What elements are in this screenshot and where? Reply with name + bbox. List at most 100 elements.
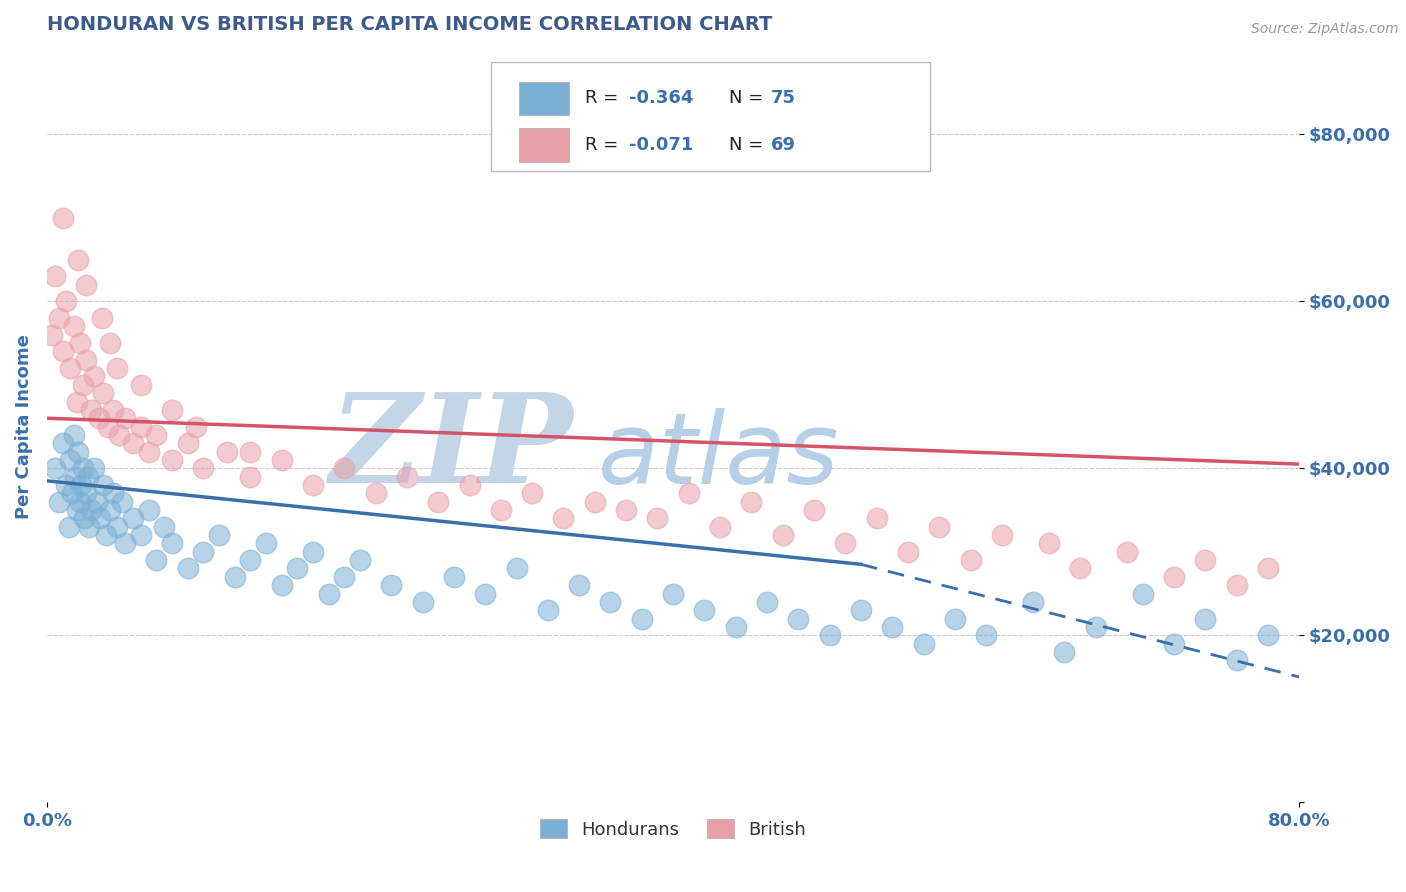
Text: R =: R =: [585, 89, 624, 107]
Point: [630, 611, 652, 625]
Point: [787, 611, 810, 625]
Point: [96, 528, 118, 542]
Legend: Hondurans, British: Hondurans, British: [533, 812, 813, 846]
Text: -0.364: -0.364: [630, 89, 693, 107]
Point: [138, 503, 160, 517]
Point: [443, 570, 465, 584]
Point: [772, 528, 794, 542]
Point: [474, 586, 496, 600]
Point: [1226, 653, 1249, 667]
Text: 75: 75: [770, 89, 796, 107]
Point: [184, 419, 207, 434]
Point: [553, 511, 575, 525]
Point: [489, 503, 512, 517]
Point: [254, 536, 277, 550]
Point: [62, 319, 84, 334]
Point: [51, 344, 73, 359]
Point: [1163, 570, 1185, 584]
Point: [991, 528, 1014, 542]
Point: [740, 494, 762, 508]
Point: [105, 361, 128, 376]
Point: [101, 402, 124, 417]
Point: [145, 428, 167, 442]
Point: [63, 469, 86, 483]
Point: [215, 444, 238, 458]
Point: [138, 444, 160, 458]
Point: [537, 603, 560, 617]
Point: [834, 536, 856, 550]
FancyBboxPatch shape: [519, 82, 569, 115]
Point: [239, 553, 262, 567]
Point: [122, 511, 145, 525]
Point: [647, 511, 669, 525]
Point: [959, 553, 981, 567]
FancyBboxPatch shape: [519, 128, 569, 161]
Point: [97, 419, 120, 434]
Point: [1038, 536, 1060, 550]
Point: [55, 478, 77, 492]
Text: HONDURAN VS BRITISH PER CAPITA INCOME CORRELATION CHART: HONDURAN VS BRITISH PER CAPITA INCOME CO…: [46, 15, 772, 34]
Point: [101, 486, 124, 500]
Point: [302, 478, 325, 492]
Point: [724, 620, 747, 634]
Point: [48, 494, 70, 508]
Point: [86, 494, 108, 508]
Point: [73, 511, 96, 525]
Point: [75, 352, 97, 367]
Point: [302, 545, 325, 559]
Point: [98, 503, 121, 517]
Point: [44, 461, 66, 475]
Point: [756, 595, 779, 609]
Point: [318, 586, 340, 600]
Point: [69, 336, 91, 351]
Point: [60, 486, 83, 500]
Point: [1053, 645, 1076, 659]
Point: [849, 603, 872, 617]
Point: [66, 394, 89, 409]
Point: [193, 461, 215, 475]
Point: [208, 528, 231, 542]
Point: [177, 436, 200, 450]
Point: [70, 478, 93, 492]
Point: [239, 444, 262, 458]
Point: [1069, 561, 1091, 575]
Point: [395, 469, 418, 483]
Point: [75, 277, 97, 292]
Point: [458, 478, 481, 492]
Point: [380, 578, 402, 592]
Point: [83, 369, 105, 384]
Point: [80, 503, 103, 517]
Point: [865, 511, 887, 525]
Point: [270, 578, 292, 592]
Point: [678, 486, 700, 500]
Point: [333, 570, 356, 584]
Point: [48, 311, 70, 326]
Text: N =: N =: [730, 89, 769, 107]
Point: [583, 494, 606, 508]
Point: [239, 469, 262, 483]
Point: [76, 469, 98, 483]
Y-axis label: Per Capita Income: Per Capita Income: [15, 334, 32, 519]
Point: [1194, 611, 1216, 625]
Point: [129, 528, 152, 542]
Point: [193, 545, 215, 559]
Point: [349, 553, 371, 567]
Point: [160, 402, 183, 417]
Point: [77, 520, 100, 534]
Point: [160, 453, 183, 467]
Point: [87, 411, 110, 425]
Point: [1226, 578, 1249, 592]
Point: [114, 411, 136, 425]
Text: R =: R =: [585, 136, 624, 154]
Point: [145, 553, 167, 567]
Point: [105, 520, 128, 534]
Point: [1132, 586, 1154, 600]
Point: [51, 211, 73, 225]
Text: Source: ZipAtlas.com: Source: ZipAtlas.com: [1251, 22, 1399, 37]
Text: -0.071: -0.071: [630, 136, 693, 154]
Point: [818, 628, 841, 642]
Point: [75, 486, 97, 500]
Point: [67, 444, 90, 458]
Point: [928, 520, 950, 534]
Point: [1084, 620, 1107, 634]
